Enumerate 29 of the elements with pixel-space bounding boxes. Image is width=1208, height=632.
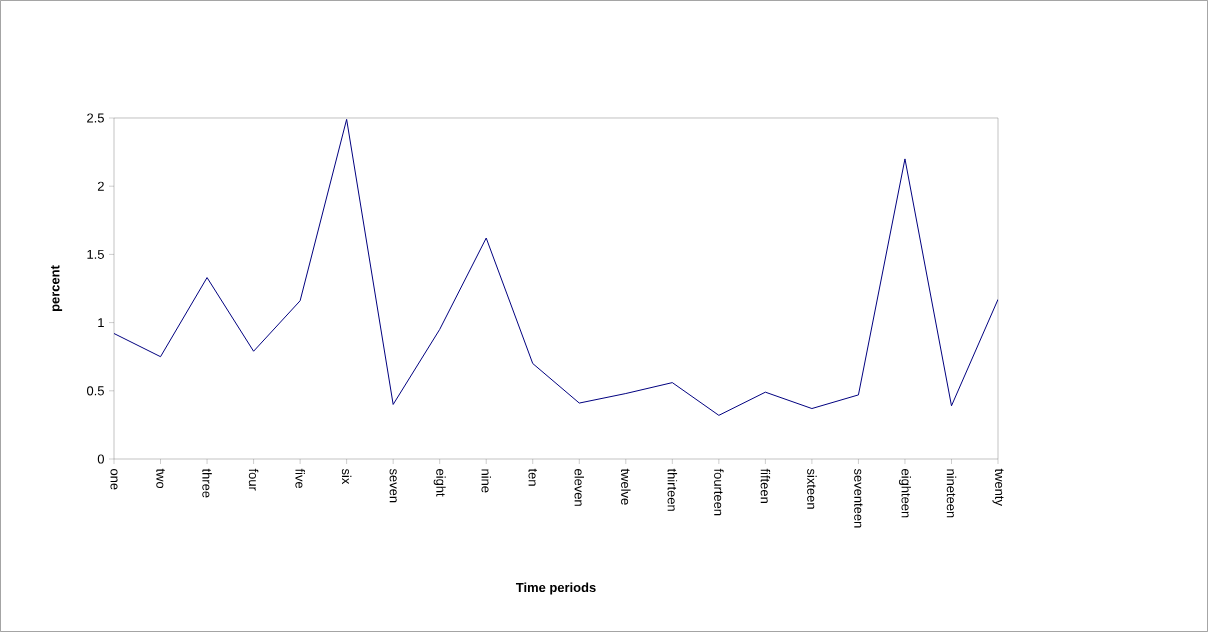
x-tick-label: two — [156, 468, 165, 489]
y-tick-label: 1 — [98, 318, 104, 328]
x-tick-label: thirteen — [667, 468, 678, 511]
x-tick-label: six — [341, 468, 352, 485]
x-tick-label: one — [110, 469, 118, 490]
x-tick-label: seventeen — [854, 468, 863, 528]
x-tick-label: fifteen — [760, 468, 771, 503]
x-tick-label: eighteen — [898, 469, 911, 518]
y-tick-label: 2 — [97, 181, 104, 191]
x-tick-label: sixteen — [807, 468, 817, 509]
x-tick-label: eight — [433, 469, 446, 497]
x-axis-title: Time periods — [515, 582, 596, 595]
y-axis-title: percent — [50, 265, 63, 312]
line-series — [114, 118, 999, 416]
x-tick-label: seven — [389, 468, 397, 503]
x-tick-label: nine — [481, 469, 491, 493]
x-tick-label: fourteen — [714, 468, 724, 516]
x-tick-label: eleven — [574, 469, 585, 506]
x-tick-label: four — [248, 468, 259, 491]
x-tick-label: three — [202, 468, 212, 498]
x-tick-label: five — [295, 468, 305, 489]
y-tick-label: 0 — [97, 454, 104, 464]
x-tick-label: nineteen — [946, 469, 957, 518]
x-tick-label: twenty — [992, 468, 1004, 506]
x-tick-label: ten — [528, 468, 537, 486]
x-tick-label: twelve — [621, 468, 631, 505]
y-tick-label: 2.5 — [87, 113, 104, 123]
y-tick-label: 1.5 — [87, 249, 104, 259]
y-tick-label: 0.5 — [86, 386, 104, 396]
